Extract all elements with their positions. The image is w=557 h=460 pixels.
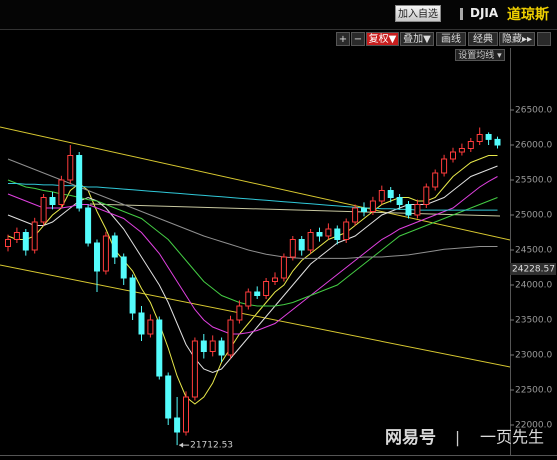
candle-body bbox=[165, 375, 172, 419]
candle-body bbox=[476, 134, 483, 142]
candle-body bbox=[174, 417, 181, 433]
y-tick-label: 23500.0 bbox=[515, 316, 552, 326]
ma-line bbox=[7, 155, 498, 405]
current-price-box bbox=[510, 263, 556, 276]
y-tick-label: 26500.0 bbox=[515, 106, 552, 116]
candle-body bbox=[387, 190, 394, 198]
zoom-out-button[interactable]: − bbox=[351, 32, 365, 46]
y-tick-label: 24000.0 bbox=[515, 281, 552, 291]
candle-body bbox=[494, 138, 501, 146]
trend-line bbox=[0, 126, 511, 241]
adjust-button[interactable]: 复权▼ bbox=[366, 32, 399, 46]
ma-line bbox=[7, 179, 498, 307]
candle-body bbox=[40, 197, 47, 223]
candle-body bbox=[485, 134, 492, 140]
watermark-brand: 网易号 bbox=[385, 428, 436, 448]
candle-body bbox=[227, 319, 234, 356]
candle-body bbox=[209, 340, 216, 352]
candle-body bbox=[272, 277, 278, 282]
candle-body bbox=[316, 232, 323, 237]
hide-button[interactable]: 隐藏▸▸ bbox=[499, 32, 535, 46]
candle-body bbox=[405, 204, 412, 216]
y-tick-label: 24500.0 bbox=[515, 246, 552, 256]
candle-body bbox=[245, 291, 252, 307]
candle-body bbox=[13, 232, 20, 240]
candle-body bbox=[254, 291, 261, 296]
candle-body bbox=[22, 232, 29, 251]
candle-body bbox=[263, 281, 270, 296]
low-label: 21712.53 bbox=[190, 441, 233, 451]
y-tick-label: 25500.0 bbox=[515, 176, 552, 186]
candle-body bbox=[58, 179, 65, 205]
candle-body bbox=[120, 256, 127, 279]
candle-body bbox=[67, 155, 74, 181]
candle-body bbox=[94, 242, 100, 272]
draw-line-button[interactable]: 画线 bbox=[436, 32, 466, 46]
index-name: 道琼斯 bbox=[507, 7, 549, 23]
candle-body bbox=[289, 239, 296, 258]
y-tick-label: 22500.0 bbox=[515, 386, 552, 396]
current-price-label: 24228.57 bbox=[512, 265, 555, 275]
candle-body bbox=[85, 207, 92, 244]
candle-body bbox=[191, 340, 198, 398]
candle-body bbox=[334, 228, 341, 240]
ma-line bbox=[7, 176, 498, 335]
y-tick-label: 26000.0 bbox=[515, 141, 552, 151]
y-tick-label: 22000.0 bbox=[515, 421, 552, 431]
candle-body bbox=[441, 158, 448, 174]
watermark-separator: | bbox=[455, 429, 460, 447]
add-watchlist-button[interactable]: 加入自选 bbox=[395, 5, 441, 22]
candle-body bbox=[325, 228, 332, 237]
candle-body bbox=[49, 197, 56, 205]
candle-body bbox=[218, 340, 225, 356]
candle-body bbox=[414, 204, 421, 216]
candle-body bbox=[369, 200, 376, 212]
overlay-button[interactable]: 叠加▼ bbox=[400, 32, 434, 46]
symbol-marker bbox=[460, 8, 463, 20]
candle-body bbox=[307, 232, 314, 251]
candle-body bbox=[31, 221, 38, 251]
candle-body bbox=[352, 207, 359, 223]
y-tick-label: 23000.0 bbox=[515, 351, 552, 361]
candle-body bbox=[298, 239, 305, 251]
trend-line bbox=[89, 203, 501, 217]
candle-body bbox=[5, 239, 11, 247]
candle-body bbox=[378, 190, 385, 202]
candle-body bbox=[467, 141, 474, 149]
zoom-in-button[interactable]: + bbox=[336, 32, 350, 46]
candle-body bbox=[236, 305, 243, 321]
candle-body bbox=[129, 277, 136, 314]
ma-line bbox=[7, 158, 498, 259]
candle-body bbox=[343, 221, 350, 240]
ma-setting-button[interactable]: 设置均线 ▾ bbox=[455, 49, 505, 61]
candle-body bbox=[450, 151, 456, 160]
candle-body bbox=[156, 319, 163, 377]
candle-body bbox=[138, 312, 145, 335]
top-bar bbox=[0, 0, 557, 30]
candle-body bbox=[280, 256, 287, 279]
candle-body bbox=[423, 186, 430, 205]
candle-body bbox=[147, 319, 154, 335]
candle-body bbox=[183, 396, 189, 433]
candle-body bbox=[432, 172, 439, 188]
candle-body bbox=[396, 197, 403, 205]
candle-body bbox=[76, 155, 83, 209]
window-button[interactable] bbox=[537, 32, 551, 46]
candle-body bbox=[102, 235, 109, 272]
candle-body bbox=[111, 235, 118, 258]
low-arrow-head bbox=[179, 442, 184, 448]
classic-button[interactable]: 经典 bbox=[468, 32, 498, 46]
candle-body bbox=[200, 340, 207, 352]
candle-body bbox=[458, 148, 465, 153]
watermark-author: 一页先生 bbox=[480, 428, 544, 447]
candle-body bbox=[361, 207, 367, 212]
y-tick-label: 25000.0 bbox=[515, 211, 552, 221]
symbol: DJIA bbox=[470, 6, 499, 20]
